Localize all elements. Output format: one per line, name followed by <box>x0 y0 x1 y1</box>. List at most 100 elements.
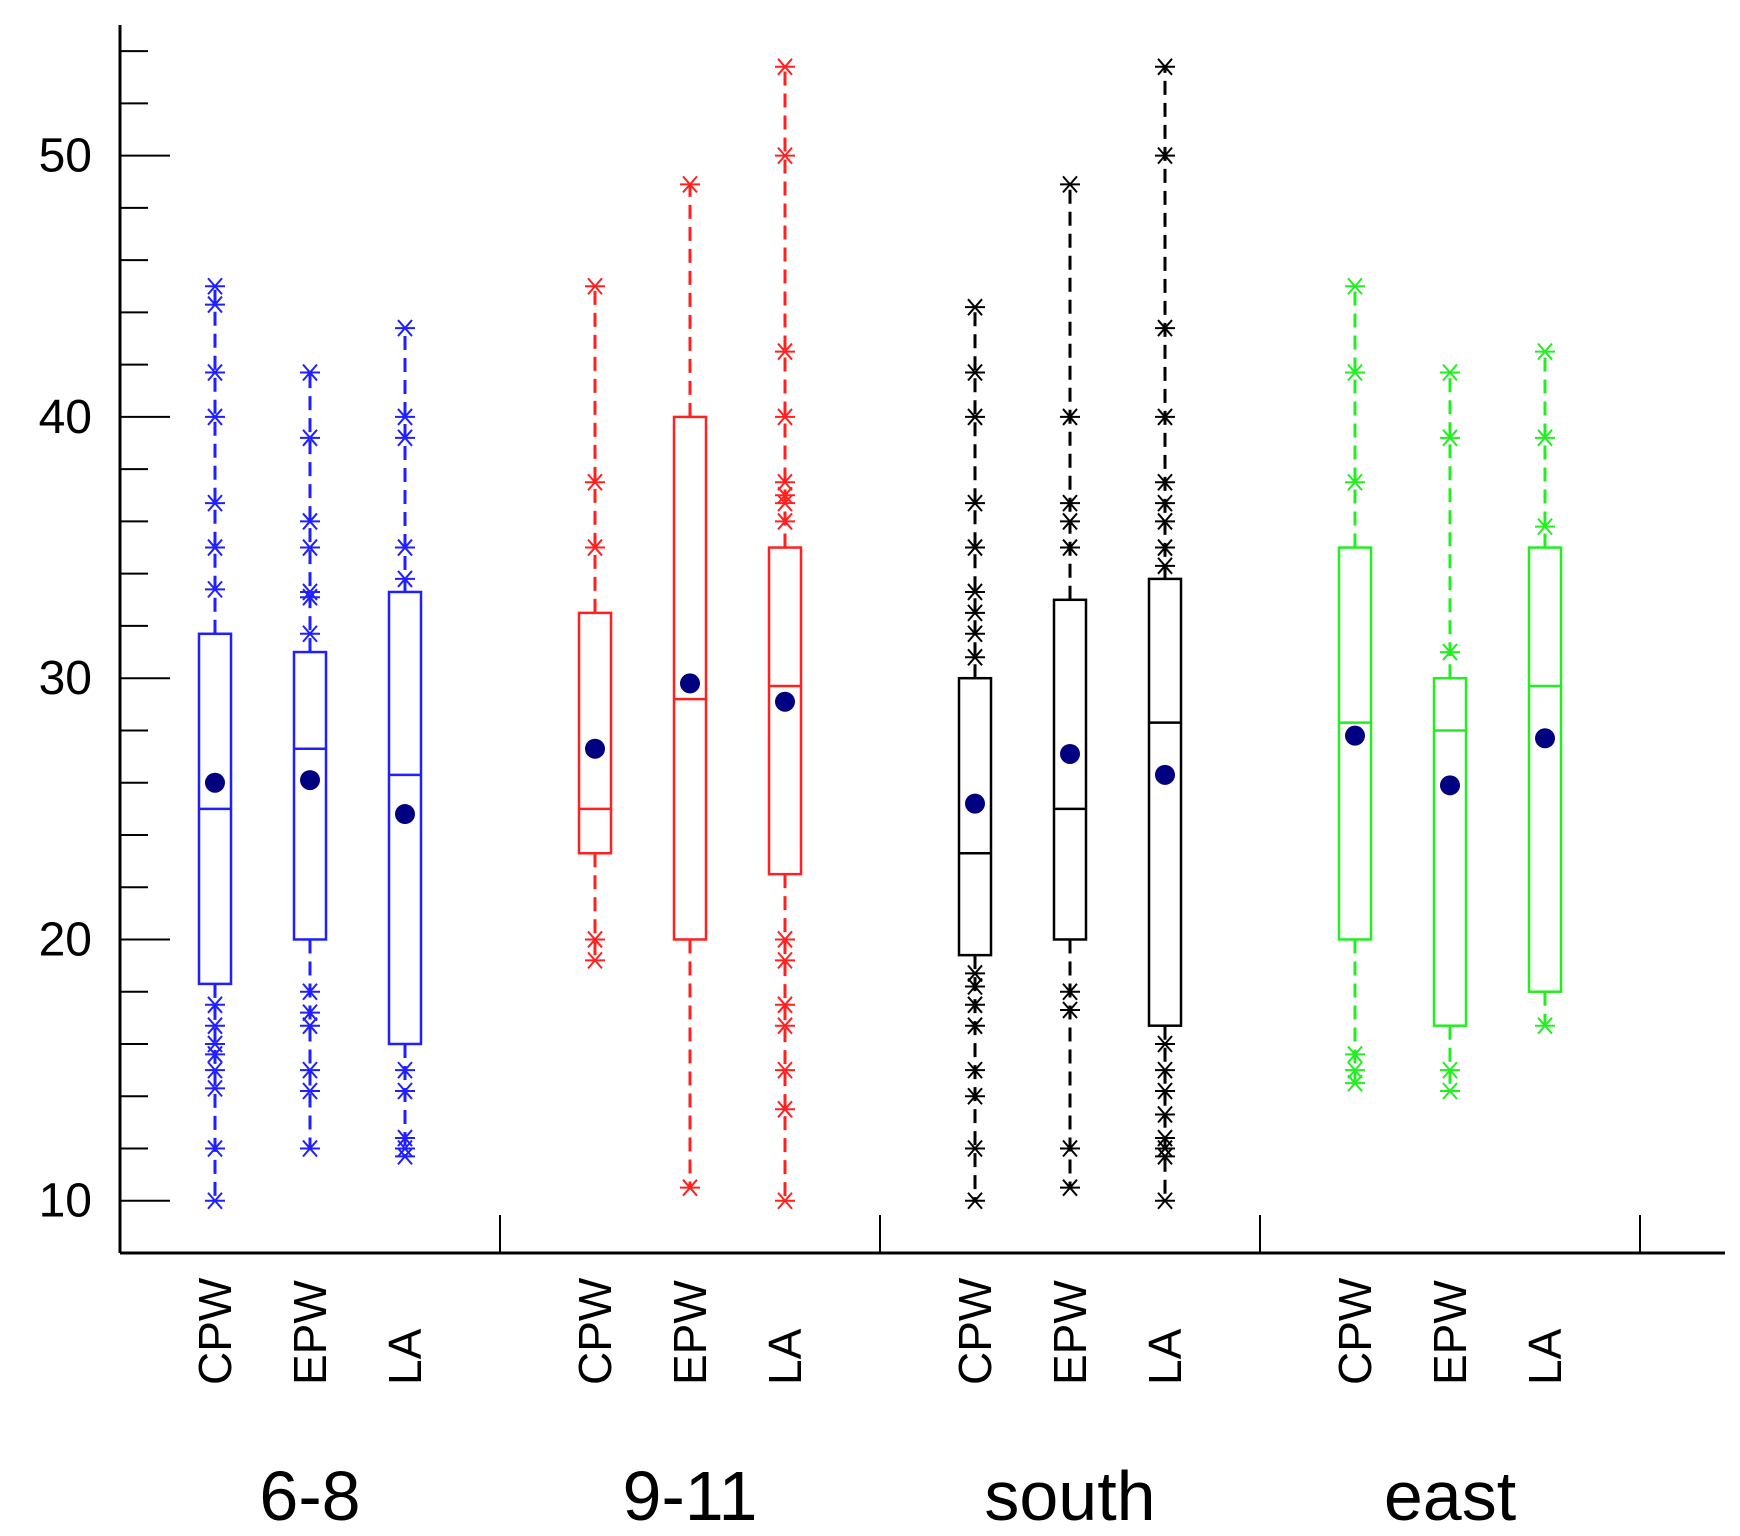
star-stroke <box>207 1139 223 1158</box>
outlier-marker <box>775 1100 795 1118</box>
outlier-marker <box>300 625 320 643</box>
star-stroke <box>587 538 603 557</box>
outlier-marker <box>205 1079 225 1098</box>
mean-marker <box>1440 775 1460 796</box>
star-stroke <box>1537 517 1553 536</box>
outlier-marker <box>395 570 415 588</box>
category-labels: CPW EPW LA 6-8 CPW EPW LA 9-11 CPW EPW LA south CPW E… <box>189 1277 1571 1535</box>
star-stroke <box>1157 1192 1173 1210</box>
mean-marker <box>585 738 605 759</box>
group-label: south <box>984 1457 1155 1535</box>
outlier-marker <box>1440 363 1460 382</box>
star-stroke <box>777 1100 793 1118</box>
outlier-marker <box>395 538 415 557</box>
box-iqr <box>1527 546 1563 993</box>
box-group-6-8 <box>197 277 423 1210</box>
outlier-marker <box>680 1179 700 1197</box>
category-label-epw: EPW <box>284 1280 336 1385</box>
star-stroke <box>397 570 413 588</box>
box-group-south <box>957 58 1183 1210</box>
star-stroke <box>1157 1129 1173 1147</box>
star-stroke <box>302 1139 318 1158</box>
star-stroke <box>777 996 793 1014</box>
outlier-marker <box>300 538 320 557</box>
box-iqr <box>1147 577 1183 1027</box>
mean-marker <box>395 804 415 825</box>
outlier-marker <box>395 1061 415 1079</box>
star-stroke <box>967 996 983 1014</box>
star-stroke <box>967 604 983 622</box>
star-stroke <box>1157 494 1173 512</box>
outlier-marker <box>775 1192 795 1210</box>
star-stroke <box>1157 1082 1173 1100</box>
star-stroke <box>682 1179 698 1197</box>
mean-marker <box>300 770 320 791</box>
star-stroke <box>777 342 793 361</box>
outlier-marker <box>965 298 985 316</box>
star-stroke <box>1157 58 1173 76</box>
star-stroke <box>207 363 223 382</box>
star-stroke <box>967 363 983 382</box>
outlier-marker <box>775 473 795 491</box>
outlier-marker <box>1060 1139 1080 1158</box>
star-stroke <box>777 1192 793 1210</box>
outlier-marker <box>965 1087 985 1105</box>
outlier-marker <box>300 1082 320 1100</box>
outlier-marker <box>775 58 795 76</box>
outlier-marker <box>205 295 225 314</box>
category-label-la: LA <box>1139 1328 1191 1385</box>
star-stroke <box>397 1129 413 1147</box>
outlier-marker <box>585 951 605 970</box>
outlier-marker <box>775 486 795 504</box>
outlier-marker <box>1345 277 1365 295</box>
box-epw <box>1052 175 1088 1197</box>
star-stroke <box>777 473 793 491</box>
outlier-marker <box>300 583 320 601</box>
star-stroke <box>302 1017 318 1035</box>
outlier-marker <box>300 983 320 1001</box>
star-stroke <box>302 512 318 531</box>
category-label-cpw: CPW <box>189 1277 241 1385</box>
star-stroke <box>1157 408 1173 426</box>
star-stroke <box>397 538 413 557</box>
outlier-marker <box>205 1192 225 1210</box>
outlier-marker <box>1440 1082 1460 1100</box>
box-la <box>767 58 803 1210</box>
star-stroke <box>967 977 983 996</box>
box-la <box>1527 342 1563 1035</box>
outlier-marker <box>1345 363 1365 382</box>
outlier-marker <box>205 538 225 557</box>
star-stroke <box>397 408 413 426</box>
outlier-marker <box>1060 538 1080 557</box>
outlier-marker <box>965 538 985 557</box>
star-stroke <box>1442 429 1458 447</box>
outlier-marker <box>205 1139 225 1158</box>
star-stroke <box>1442 1061 1458 1079</box>
star-stroke <box>1157 557 1173 575</box>
outlier-marker <box>965 583 985 601</box>
outlier-marker <box>965 964 985 983</box>
star-stroke <box>207 1079 223 1098</box>
y-tick-label: 20 <box>39 913 92 966</box>
star-stroke <box>1157 146 1173 165</box>
box-la <box>1147 58 1183 1210</box>
outlier-marker <box>1155 1061 1175 1079</box>
star-stroke <box>302 1003 318 1022</box>
star-stroke <box>397 1147 413 1165</box>
outlier-marker <box>1345 1061 1365 1079</box>
outlier-marker <box>395 429 415 447</box>
outlier-marker <box>300 1139 320 1158</box>
star-stroke <box>207 580 223 599</box>
category-label-cpw: CPW <box>569 1277 621 1385</box>
star-stroke <box>397 429 413 447</box>
star-stroke <box>1347 473 1363 491</box>
star-stroke <box>777 494 793 512</box>
box-iqr <box>1432 676 1468 1027</box>
outlier-marker <box>1345 1045 1365 1064</box>
star-stroke <box>1062 512 1078 531</box>
box-iqr <box>957 676 993 957</box>
star-stroke <box>967 1061 983 1079</box>
outlier-marker <box>1060 1179 1080 1197</box>
star-stroke <box>967 538 983 557</box>
